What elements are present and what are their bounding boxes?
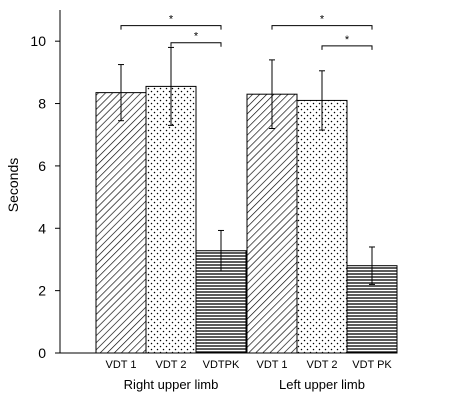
significance-label: * <box>320 14 325 26</box>
significance-label: * <box>345 34 350 46</box>
bar <box>246 93 298 354</box>
y-tick-label: 10 <box>30 33 46 49</box>
y-tick-label: 2 <box>38 283 46 299</box>
x-tick-label: VDT 1 <box>106 359 137 371</box>
y-tick-label: 0 <box>38 345 46 361</box>
significance-bracket <box>170 42 222 47</box>
error-bars <box>118 46 375 285</box>
significance-bracket <box>120 25 222 30</box>
y-tick-label: 6 <box>38 158 46 174</box>
bar <box>95 92 147 354</box>
bar <box>296 99 348 354</box>
significance-bracket <box>321 45 373 50</box>
significance-label: * <box>169 14 174 26</box>
x-tick-label: VDT 1 <box>257 359 288 371</box>
group-label: Left upper limb <box>279 377 365 392</box>
bars <box>95 85 398 354</box>
x-tick-label: VDTPK <box>203 359 240 371</box>
y-tick-label: 8 <box>38 96 46 112</box>
y-tick-label: 4 <box>38 220 46 236</box>
significance-bracket <box>271 25 373 30</box>
x-tick-label: VDT PK <box>352 359 392 371</box>
y-axis-title: Seconds <box>5 158 21 212</box>
significance-brackets: * * * * <box>120 14 373 50</box>
group-label: Right upper limb <box>124 377 219 392</box>
x-tick-label: VDT 2 <box>307 359 338 371</box>
bar <box>145 85 197 354</box>
x-tick-label: VDT 2 <box>156 359 187 371</box>
x-axis-labels: VDT 1 VDT 2 VDTPK Right upper limb VDT 1 VDT … <box>106 359 393 392</box>
significance-label: * <box>194 31 199 43</box>
